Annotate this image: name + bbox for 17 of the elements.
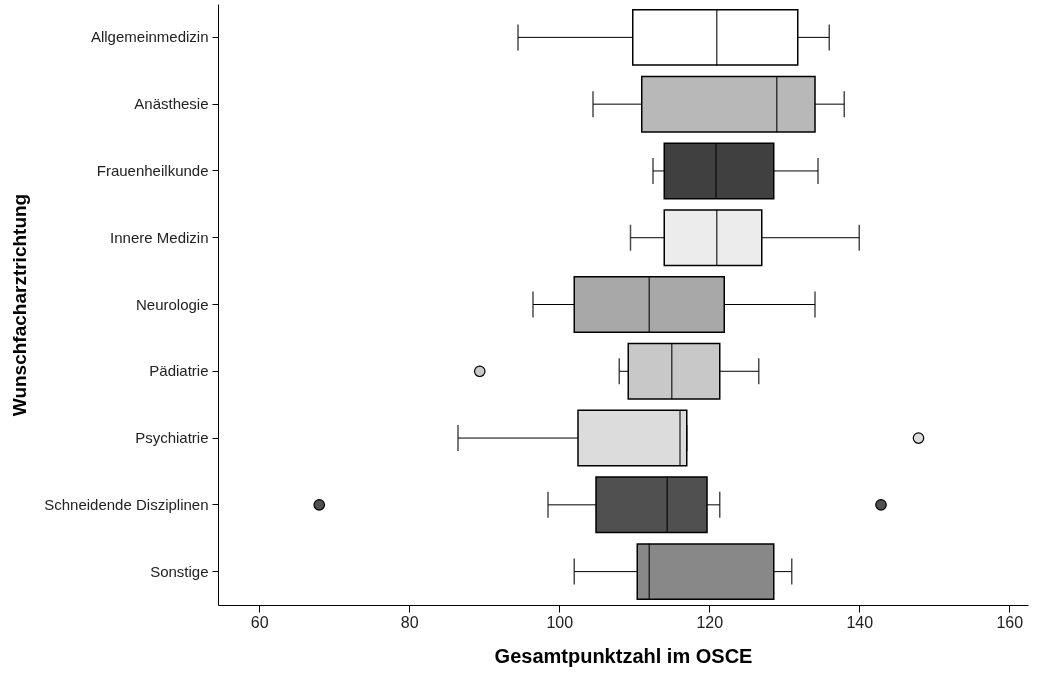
y-axis-title: Wunschfacharztrichtung [9,193,31,417]
y-tick-label: Anästhesie [134,95,209,113]
y-tick-label: Frauenheilkunde [96,161,209,179]
y-tick-label: Sonstige [150,562,209,580]
x-tick-label: 120 [696,613,724,631]
x-tick-label: 100 [546,613,574,631]
y-tick-label: Pädiatrie [149,362,209,380]
x-axis-title: Gesamtpunktzahl im OSCE [494,644,753,667]
x-tick-label: 80 [400,613,419,631]
y-tick-label: Psychiatrie [135,429,209,447]
y-tick-label: Schneidende Disziplinen [44,495,209,513]
y-tick-label: Neurologie [135,295,209,313]
x-tick-label: 140 [846,613,874,631]
x-tick-label: 60 [250,613,269,631]
y-tick-label: Innere Medizin [110,228,209,246]
y-tick-label: Allgemeinmedizin [90,28,209,46]
x-tick-label: 160 [996,613,1024,631]
